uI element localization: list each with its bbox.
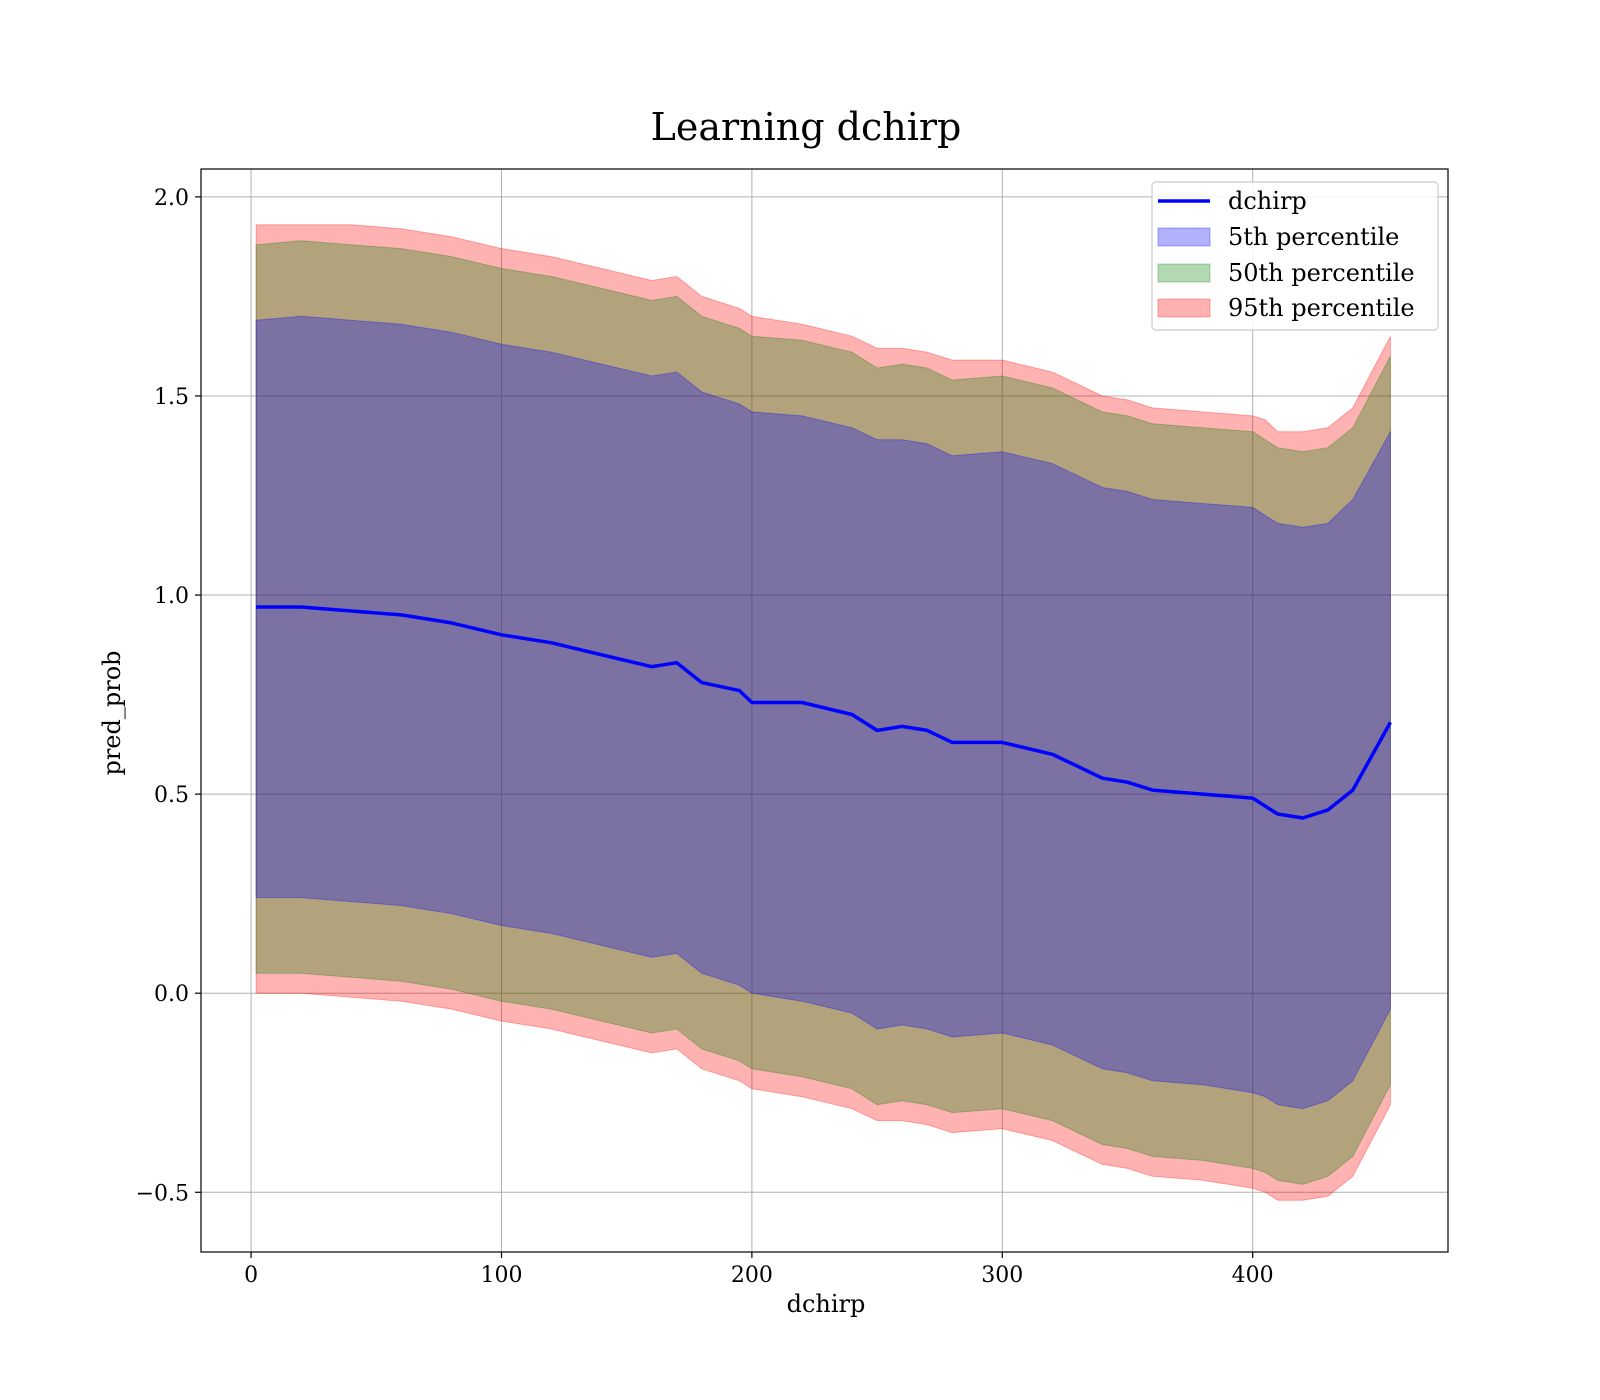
plot-frame [200,168,1449,1253]
legend-box [1151,181,1439,331]
legend: dchirp 5th percentile 50th percentile 95… [1151,181,1439,331]
y-tick-label-1: 0.0 [154,982,189,1007]
series-lines [256,605,1392,820]
legend-swatch-5th-percentile [1157,227,1211,247]
x-axis-label: dchirp [787,1290,866,1318]
chart-title: Learning dchirp [651,105,962,149]
x-tick-label-2: 200 [731,1263,773,1288]
x-axis-ticks: 0 100 200 300 400 [244,1252,1274,1288]
line-dchirp [256,605,1392,820]
y-axis-ticks: −0.5 0.0 0.5 1.0 1.5 2.0 [136,186,201,1206]
x-tick-label-4: 400 [1232,1263,1274,1288]
legend-label-95th-percentile: 95th percentile [1228,294,1415,322]
percentile-bands [255,224,1391,1201]
legend-swatch-50th-percentile [1157,263,1211,283]
y-tick-label-0: −0.5 [136,1181,189,1206]
band-50th-percentile [255,240,1391,1185]
legend-label-50th-percentile: 50th percentile [1228,259,1415,287]
x-tick-label-3: 300 [981,1263,1023,1288]
legend-label-5th-percentile: 5th percentile [1228,223,1399,251]
legend-label-dchirp: dchirp [1228,187,1307,215]
x-tick-label-1: 100 [480,1263,522,1288]
y-tick-label-5: 2.0 [154,186,189,211]
y-tick-label-4: 1.5 [154,385,189,410]
band-95th-percentile [255,224,1391,1201]
y-axis-label: pred_prob [98,650,126,775]
x-tick-label-0: 0 [244,1263,258,1288]
legend-swatch-95th-percentile [1157,298,1211,318]
band-5th-percentile [255,315,1391,1110]
y-tick-label-2: 0.5 [154,783,189,808]
y-tick-label-3: 1.0 [154,584,189,609]
